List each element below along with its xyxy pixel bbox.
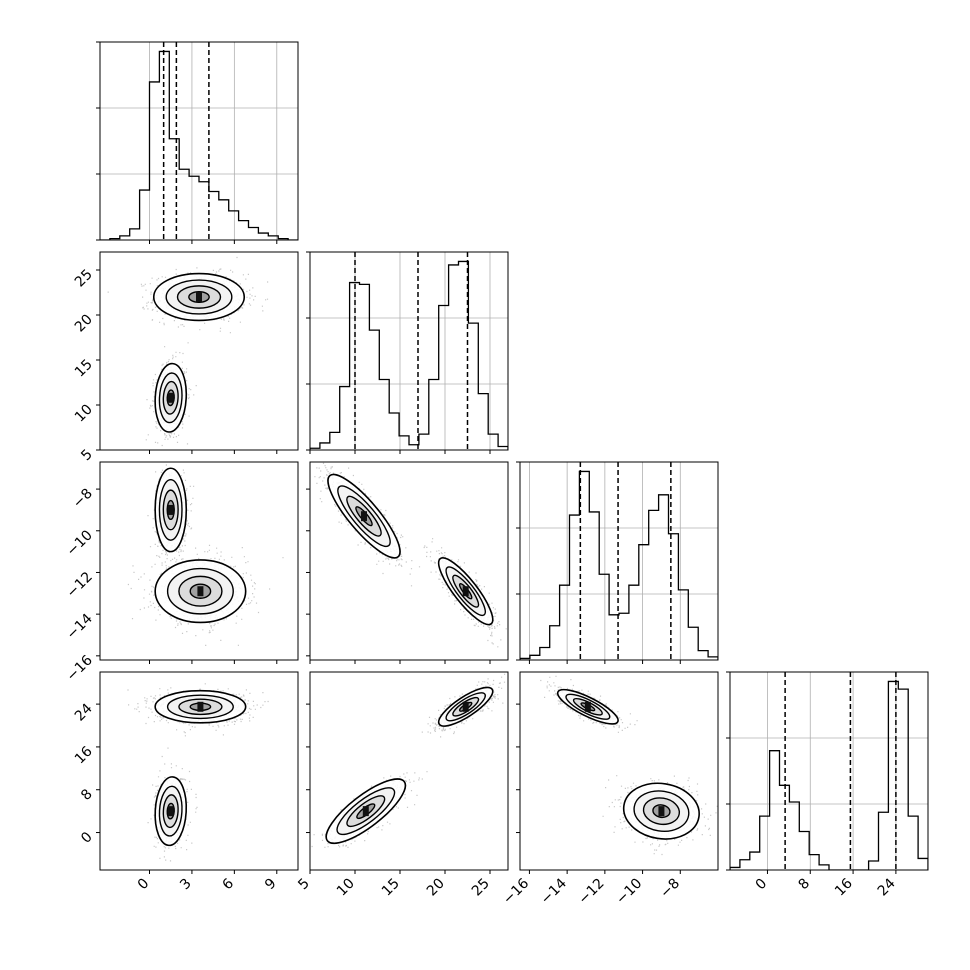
panel-r2-c0: −16−14−12−10−8	[64, 461, 299, 685]
density-peak	[362, 806, 369, 817]
panel-plot-area	[314, 462, 507, 648]
panel-frame	[519, 461, 719, 661]
panel-plot-area	[107, 256, 269, 447]
panel-frame	[309, 251, 509, 451]
panel-plot-area	[310, 252, 508, 450]
density-peak	[197, 701, 204, 712]
panel-frame	[99, 41, 299, 241]
panel-plot-area	[100, 42, 298, 240]
panel-r0-c0	[96, 41, 299, 244]
density-peak	[196, 292, 202, 302]
density-peak	[462, 586, 469, 597]
histogram-step	[730, 680, 928, 870]
histogram-step	[100, 50, 298, 240]
density-peak	[462, 701, 469, 712]
panel-plot-area	[520, 462, 718, 660]
density-peak	[167, 806, 174, 817]
panel-r2-c2	[516, 461, 719, 664]
density-peak	[658, 806, 665, 817]
panel-frame	[519, 671, 719, 871]
histogram-step	[310, 260, 508, 450]
density-peak	[584, 701, 591, 712]
panel-plot-area	[311, 673, 508, 848]
panel-plot-area	[127, 683, 269, 862]
panel-frame	[99, 251, 299, 451]
density-peak	[197, 586, 204, 597]
panel-frame	[729, 671, 929, 871]
density-peak	[167, 504, 174, 515]
panel-frame	[309, 461, 509, 661]
panel-r2-c1	[306, 461, 509, 664]
density-peak	[361, 511, 367, 522]
panel-r1-c1	[306, 251, 509, 454]
panel-frame	[309, 671, 509, 871]
panel-frame	[99, 461, 299, 661]
histogram-step	[520, 470, 718, 660]
panel-plot-area	[540, 675, 718, 856]
density-peak	[167, 392, 174, 403]
panel-r3-c1: 5 10 15 20 25	[295, 671, 509, 899]
panel-frame	[99, 671, 299, 871]
panel-plot-area	[730, 672, 928, 870]
panel-plot-area	[127, 464, 284, 646]
